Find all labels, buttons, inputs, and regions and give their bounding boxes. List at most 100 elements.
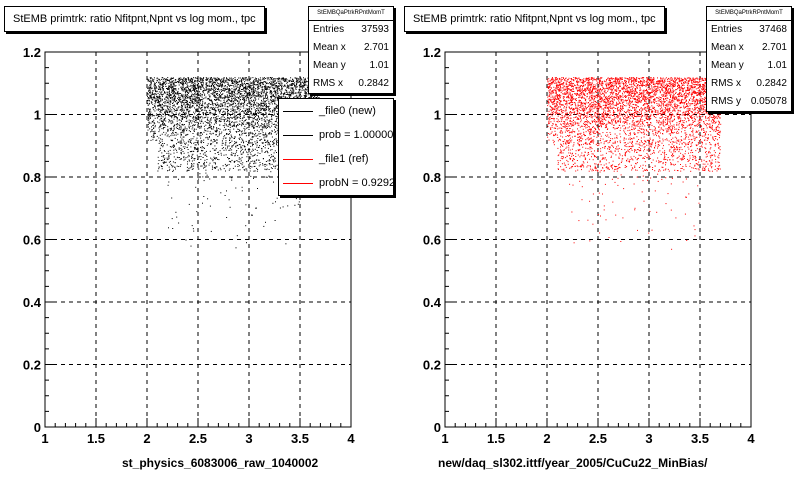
data-point (254, 84, 255, 86)
data-point (220, 103, 222, 105)
data-point (272, 110, 273, 112)
data-point (186, 130, 188, 132)
data-point (203, 142, 205, 143)
data-point (183, 129, 185, 131)
data-point (181, 114, 183, 116)
data-point (185, 121, 187, 122)
data-point (187, 78, 189, 80)
data-point (260, 129, 262, 131)
data-point (213, 126, 215, 128)
data-point (214, 103, 216, 105)
data-point (176, 103, 178, 105)
data-point (200, 79, 202, 81)
data-point (173, 125, 175, 127)
data-point (225, 149, 227, 151)
data-point (266, 116, 268, 118)
data-point (305, 89, 307, 91)
data-point (173, 114, 175, 116)
data-point (155, 85, 157, 87)
data-point (236, 79, 238, 81)
data-point (228, 95, 230, 96)
data-point (233, 122, 235, 124)
data-point (167, 114, 169, 116)
data-point (182, 102, 184, 103)
data-point (180, 87, 182, 89)
data-point (206, 79, 208, 81)
data-point (229, 79, 231, 81)
data-point (179, 142, 181, 144)
data-point (290, 95, 292, 97)
data-point (258, 159, 260, 161)
data-point (257, 82, 259, 84)
data-point (238, 106, 240, 108)
data-point (250, 112, 252, 114)
data-point (150, 82, 152, 84)
data-point (274, 87, 275, 89)
data-point (158, 142, 160, 144)
data-point (155, 94, 157, 96)
data-point (151, 96, 153, 98)
data-point (165, 111, 166, 113)
data-point (265, 89, 267, 90)
data-point (204, 167, 206, 168)
data-point (188, 167, 190, 169)
data-point (170, 115, 172, 117)
data-point (262, 134, 264, 136)
data-point (172, 115, 173, 116)
data-point (192, 105, 194, 106)
data-point (211, 86, 213, 88)
data-point (244, 77, 246, 79)
data-point (266, 77, 268, 79)
data-point (226, 94, 228, 96)
data-point (211, 104, 213, 105)
data-point (279, 97, 281, 99)
data-point (197, 87, 199, 89)
data-point (151, 126, 152, 128)
data-point (313, 97, 314, 98)
data-point (249, 90, 250, 91)
data-point (266, 88, 268, 90)
data-point (204, 93, 206, 95)
data-point (235, 126, 237, 128)
data-point (283, 93, 285, 95)
data-point (187, 90, 189, 92)
data-point (231, 93, 233, 95)
data-point (211, 77, 212, 79)
data-point (194, 148, 196, 150)
data-point (172, 161, 174, 163)
data-point (170, 83, 172, 85)
data-point (241, 93, 243, 95)
data-point (246, 83, 247, 84)
data-point (221, 142, 223, 144)
data-point (227, 115, 229, 116)
data-point (233, 110, 235, 112)
data-point (214, 111, 216, 113)
data-point (249, 97, 251, 99)
data-point (221, 131, 223, 133)
data-point (202, 157, 204, 158)
data-point (151, 87, 153, 89)
data-point (164, 91, 166, 93)
data-point (203, 112, 205, 114)
data-point (265, 113, 267, 114)
data-point (270, 82, 272, 84)
data-point (158, 150, 160, 152)
data-point (157, 99, 159, 101)
data-point (229, 85, 231, 87)
data-point (215, 99, 217, 101)
data-point (228, 90, 230, 92)
data-point (214, 120, 216, 122)
data-point (196, 148, 198, 150)
data-point (168, 181, 170, 183)
data-point (215, 134, 217, 136)
data-point (182, 146, 184, 148)
data-point (274, 92, 276, 94)
data-point (225, 88, 227, 90)
data-point (241, 156, 243, 158)
data-point (261, 123, 263, 125)
data-point (226, 77, 227, 79)
data-point (236, 100, 238, 102)
data-point (164, 118, 166, 120)
data-point (221, 140, 223, 142)
data-point (256, 135, 258, 137)
